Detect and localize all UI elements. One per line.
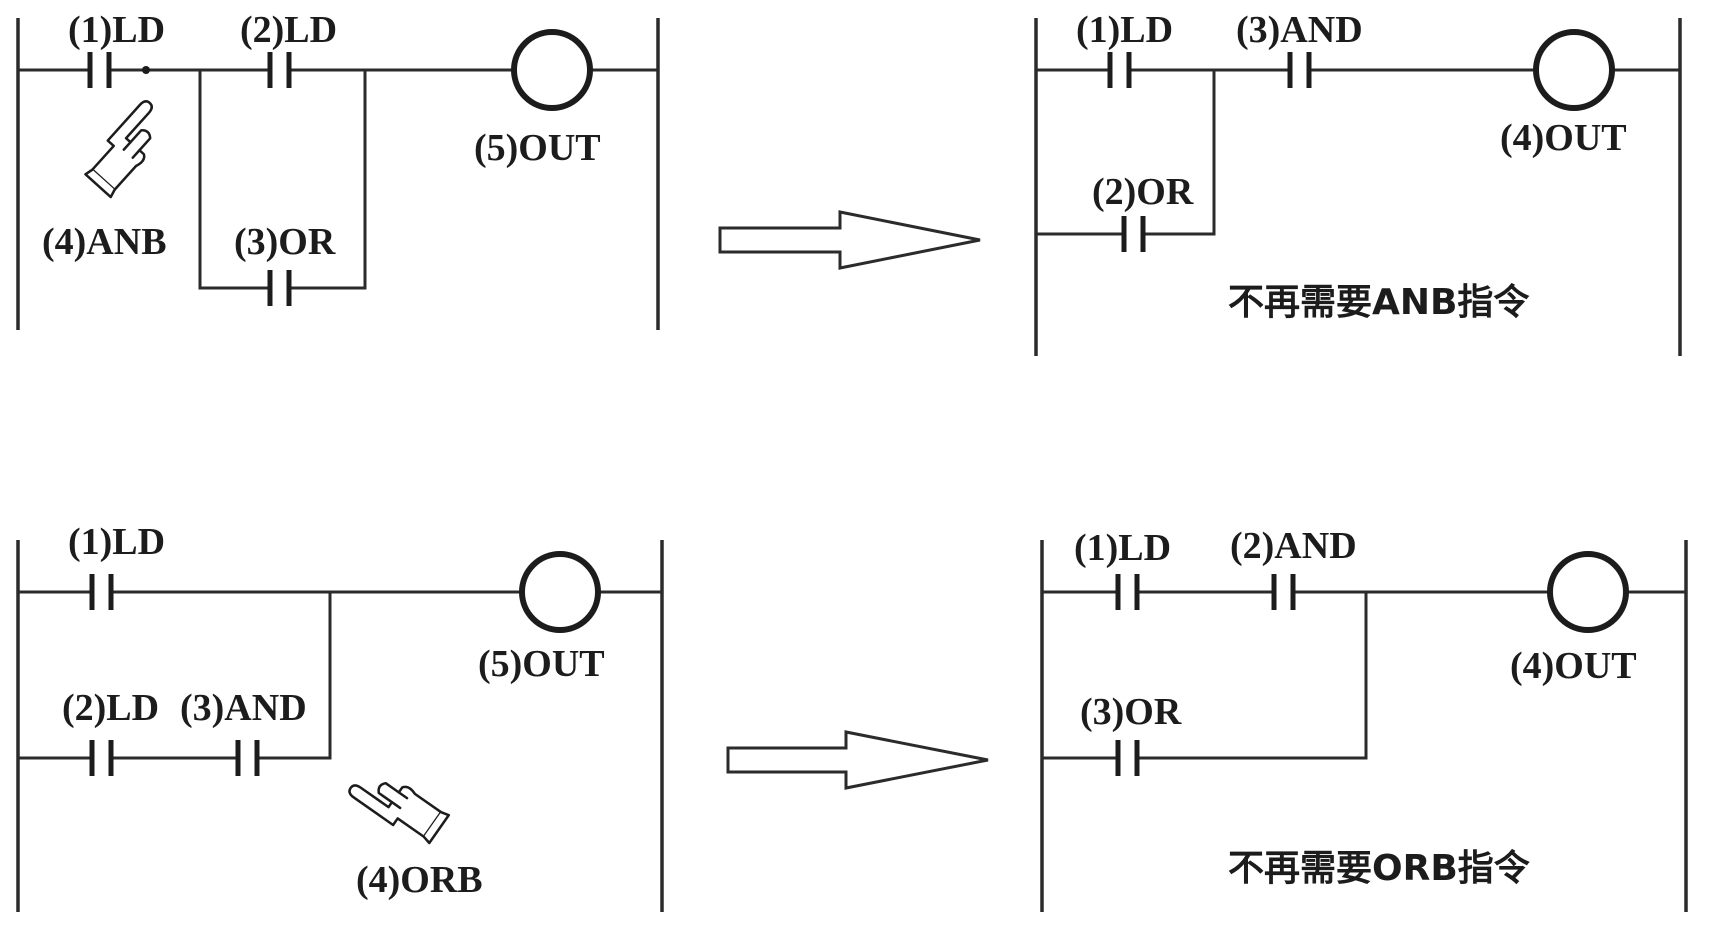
label-or3: (3)OR — [1080, 691, 1182, 733]
output-coil — [511, 29, 593, 111]
output-coil — [1547, 551, 1629, 633]
contact-ld1 — [1115, 574, 1140, 610]
contact-or3 — [1115, 740, 1140, 776]
pointing-hand-icon — [84, 100, 153, 199]
label-ld2: (2)LD — [240, 9, 337, 51]
contact-or2 — [1121, 216, 1146, 252]
ladder-diagram-top-left: (1)LD (2)LD (3)OR (4)ANB (5)OUT — [16, 9, 660, 330]
contact-and3 — [235, 740, 260, 776]
label-or3: (3)OR — [234, 221, 336, 263]
label-out4: (4)OUT — [1500, 117, 1627, 159]
contact-and3 — [1287, 52, 1312, 88]
note-no-anb: 不再需要ANB指令 — [1228, 282, 1530, 323]
label-out4: (4)OUT — [1510, 645, 1637, 687]
hollow-right-arrow-icon — [718, 210, 981, 270]
output-coil — [519, 551, 601, 633]
ladder-diagram-top-right: (1)LD (3)AND (2)OR (4)OUT 不再需要ANB指令 — [1034, 9, 1682, 356]
label-ld1: (1)LD — [1076, 9, 1173, 51]
contact-or3 — [267, 270, 292, 306]
ladder-diagram-bottom-left: (1)LD (2)LD (3)AND (5)OUT (4)ORB — [16, 521, 664, 912]
contact-ld1 — [89, 574, 114, 610]
contact-and2 — [1271, 574, 1296, 610]
label-and3: (3)AND — [180, 687, 307, 729]
label-ld2: (2)LD — [62, 687, 159, 729]
label-ld1: (1)LD — [1074, 527, 1171, 569]
label-out5: (5)OUT — [478, 643, 605, 685]
label-orb4: (4)ORB — [356, 859, 483, 901]
label-and3: (3)AND — [1236, 9, 1363, 51]
label-or2: (2)OR — [1092, 171, 1194, 213]
pointing-hand-icon — [348, 781, 451, 845]
contact-ld2 — [267, 52, 292, 88]
label-ld1: (1)LD — [68, 521, 165, 563]
label-out5: (5)OUT — [474, 127, 601, 169]
ladder-diagram-bottom-right: (1)LD (2)AND (3)OR (4)OUT 不再需要ORB指令 — [1040, 525, 1688, 912]
junction-dot — [142, 66, 150, 74]
label-ld1: (1)LD — [68, 9, 165, 51]
contact-ld2 — [89, 740, 114, 776]
contact-ld1 — [1107, 52, 1132, 88]
label-anb4: (4)ANB — [42, 221, 167, 263]
output-coil — [1533, 29, 1615, 111]
note-no-orb: 不再需要ORB指令 — [1228, 848, 1531, 889]
hollow-right-arrow-icon — [726, 730, 989, 790]
contact-ld1 — [87, 52, 112, 88]
label-and2: (2)AND — [1230, 525, 1357, 567]
